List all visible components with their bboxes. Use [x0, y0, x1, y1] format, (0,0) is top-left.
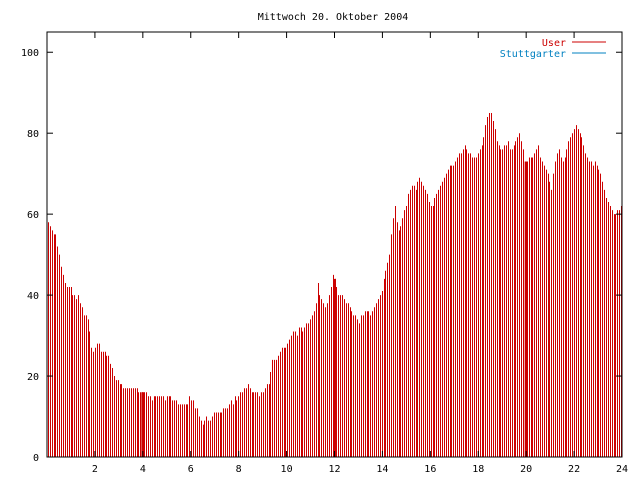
bar-highlight — [524, 161, 528, 457]
y-tick-label: 60 — [27, 210, 39, 221]
x-tick-label: 8 — [236, 464, 242, 475]
chart-title: Mittwoch 20. Oktober 2004 — [258, 12, 409, 23]
y-tick-label: 20 — [27, 372, 39, 383]
x-tick-label: 6 — [188, 464, 194, 475]
x-tick-label: 16 — [424, 464, 436, 475]
x-axis: 2 4 6 8 10 12 14 16 18 20 22 24 — [92, 32, 628, 475]
x-tick-label: 14 — [376, 464, 388, 475]
x-tick-label: 12 — [328, 464, 340, 475]
x-tick-label: 2 — [92, 464, 98, 475]
y-axis: 0 20 40 60 80 100 — [21, 48, 622, 464]
bar-highlight — [141, 392, 145, 457]
x-tick-label: 20 — [520, 464, 532, 475]
bar-highlight — [333, 278, 336, 457]
y-tick-label: 40 — [27, 291, 39, 302]
y-tick-label: 0 — [33, 453, 39, 464]
x-tick-label: 4 — [140, 464, 146, 475]
legend: User Stuttgarter — [500, 38, 606, 60]
legend-label-user: User — [542, 38, 566, 49]
legend-label-stuttgarter: Stuttgarter — [500, 49, 566, 60]
x-tick-label: 22 — [568, 464, 580, 475]
x-tick-label: 10 — [281, 464, 293, 475]
x-tick-label: 24 — [616, 464, 628, 475]
bar-series-user — [48, 112, 622, 457]
x-tick-label: 18 — [472, 464, 484, 475]
y-tick-label: 80 — [27, 129, 39, 140]
y-tick-label: 100 — [21, 48, 39, 59]
